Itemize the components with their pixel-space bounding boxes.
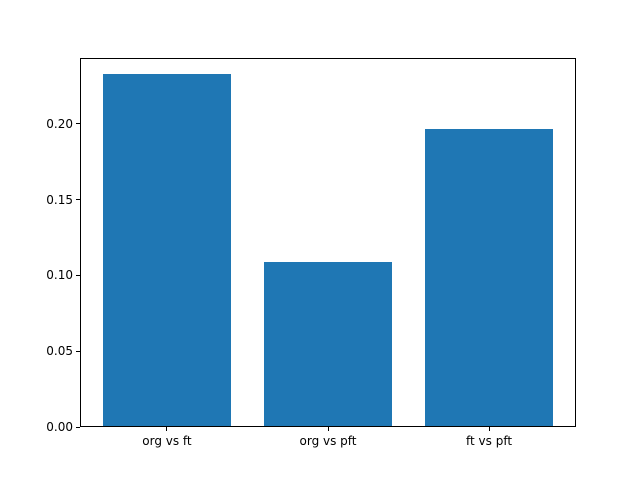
y-tick-mark: [76, 350, 80, 352]
y-tick-mark: [76, 199, 80, 201]
y-tick-label: 0.05: [46, 344, 73, 359]
x-tick-mark: [327, 427, 329, 432]
y-tick-label: 0.10: [46, 268, 73, 283]
y-tick-mark: [76, 123, 80, 125]
x-tick-label: org vs ft: [142, 434, 192, 449]
y-tick-label: 0.20: [46, 116, 73, 131]
y-tick-label: 0.15: [46, 192, 73, 207]
x-tick-mark: [488, 427, 490, 432]
plot-area: [80, 57, 576, 428]
y-tick-mark: [76, 426, 80, 428]
bar-ft-vs-pft: [424, 128, 554, 427]
y-tick-label: 0.00: [46, 420, 73, 435]
y-tick-mark: [76, 274, 80, 276]
x-tick-mark: [166, 427, 168, 432]
x-tick-label: ft vs pft: [466, 434, 513, 449]
bar-org-vs-pft: [263, 262, 393, 427]
bar-org-vs-ft: [102, 74, 232, 427]
x-tick-label: org vs pft: [299, 434, 357, 449]
